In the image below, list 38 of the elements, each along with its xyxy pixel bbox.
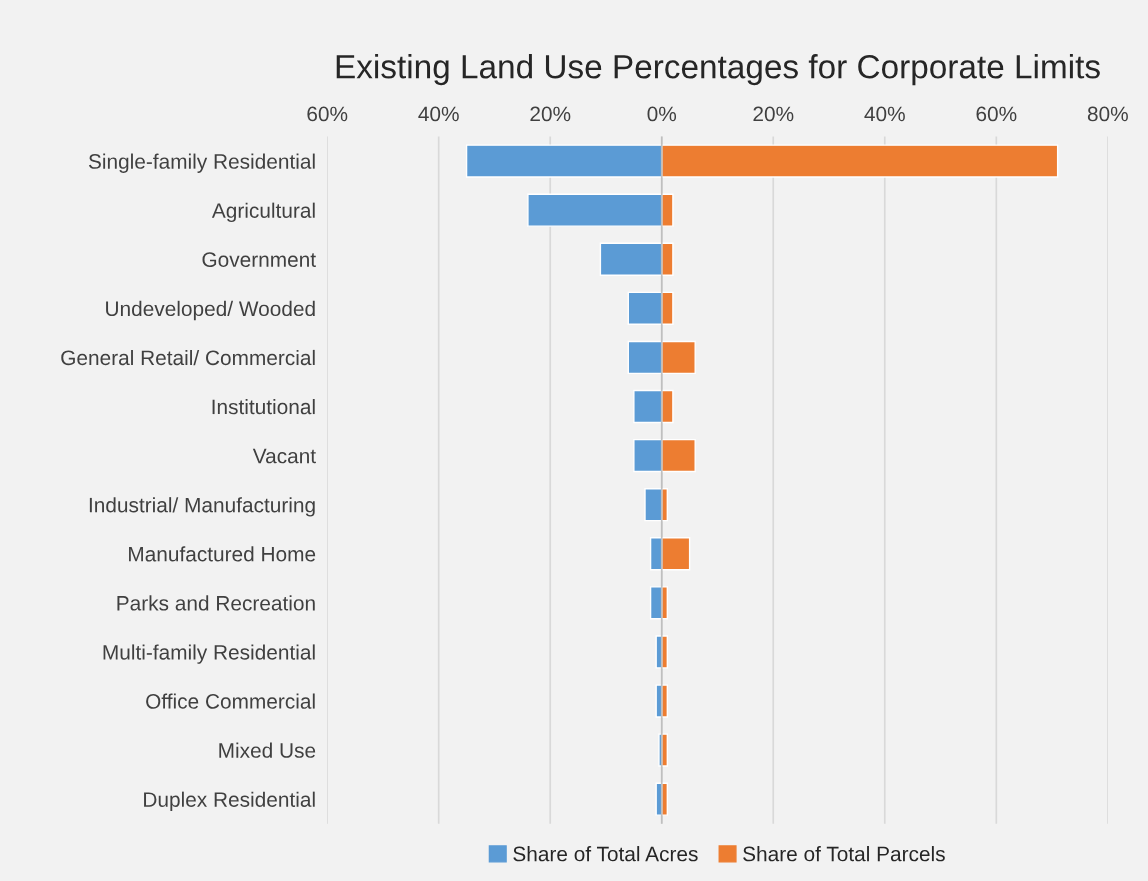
x-tick-label: 20% <box>753 106 794 122</box>
bar <box>627 340 663 375</box>
y-tick-label: Institutional <box>212 398 315 415</box>
bar <box>527 193 663 227</box>
y-tick-label: Government <box>202 252 316 268</box>
x-tick-label: 40% <box>864 106 905 122</box>
bar <box>644 488 663 522</box>
y-tick-label: Office Commercial <box>146 693 315 709</box>
x-tick-label: 60% <box>307 106 348 122</box>
bar <box>465 144 663 178</box>
bar <box>599 242 663 276</box>
y-tick-label: Mixed Use <box>219 742 316 758</box>
bar <box>661 537 691 571</box>
chart-title: Existing Land Use Percentages for Corporate Limits <box>336 54 1100 86</box>
bar <box>627 291 663 325</box>
legend-label: Share of Total Acres <box>513 846 698 862</box>
x-tick-label: 80% <box>1087 106 1128 122</box>
bar <box>649 586 663 620</box>
y-tick-label: Duplex Residential <box>144 791 315 812</box>
bar <box>661 438 696 473</box>
x-tick-label: 20% <box>530 106 571 122</box>
y-tick-label: Industrial/ Manufacturing <box>89 497 315 517</box>
y-tick-label: Parks and Recreation <box>117 595 315 611</box>
bar <box>633 389 663 424</box>
y-tick-label: Agricultural <box>211 202 315 223</box>
y-tick-label: General Retail/ Commercial <box>61 349 315 366</box>
legend-label: Share of Total Parcels <box>743 846 945 862</box>
bar <box>633 438 663 473</box>
y-tick-label: Single-family Residential <box>88 153 315 173</box>
y-tick-label: Manufactured Home <box>129 546 316 562</box>
bar <box>661 144 1059 178</box>
y-tick-label: Vacant <box>252 448 316 464</box>
x-tick-label: 60% <box>976 106 1017 122</box>
x-tick-label: 40% <box>418 106 459 122</box>
bar <box>661 340 696 375</box>
y-tick-label: Multi-family Residential <box>103 644 315 664</box>
x-tick-label: 0% <box>647 106 677 122</box>
y-tick-label: Undeveloped/ Wooded <box>106 300 315 321</box>
